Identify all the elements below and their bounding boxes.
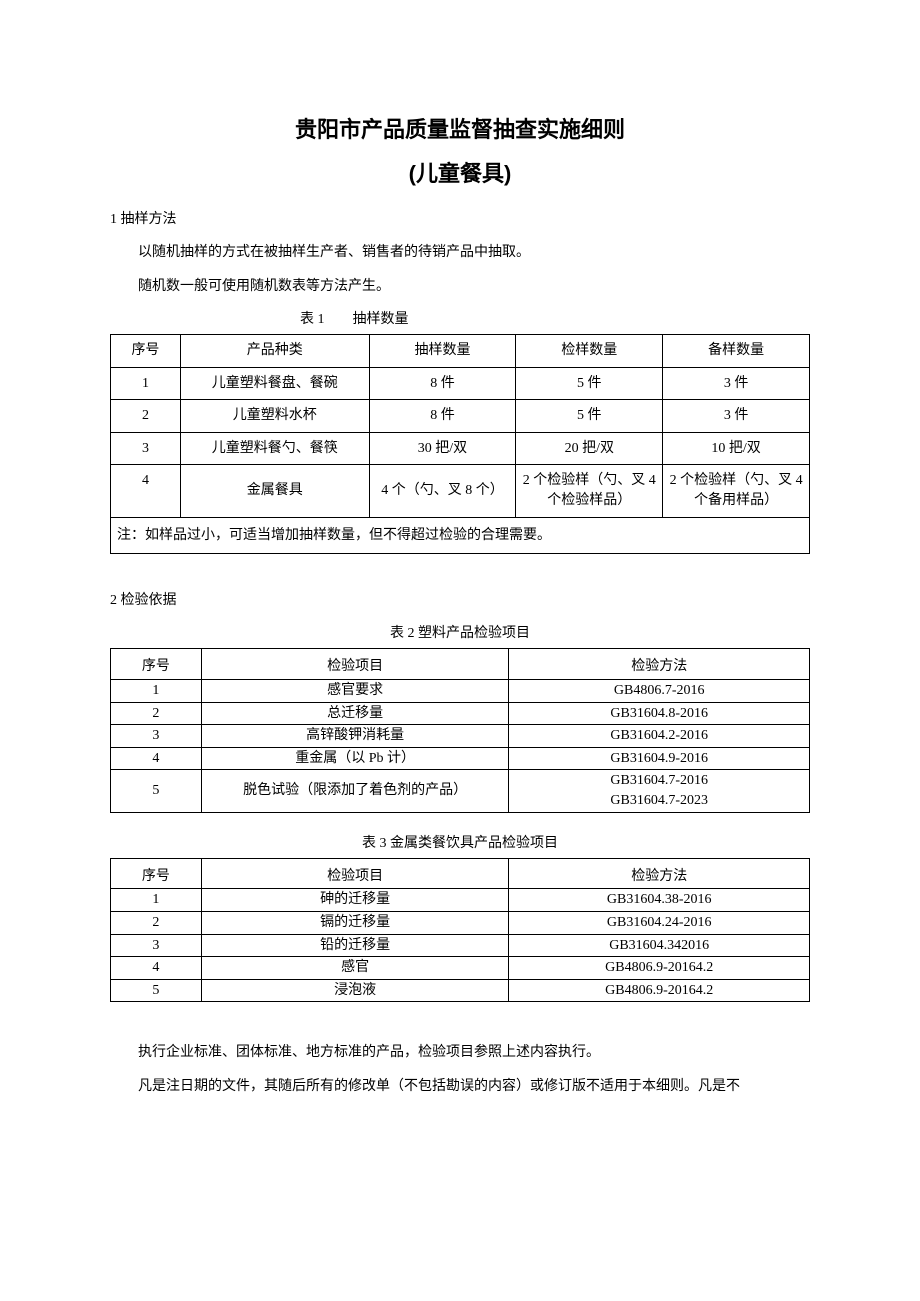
cell-test: 5 件 [516,400,663,433]
cell-method: GB31604.2-2016 [509,725,810,748]
cell-item: 重金属（以 Pb 计） [201,747,509,770]
cell-seq: 5 [111,979,202,1002]
cell-backup: 3 件 [663,400,810,433]
cell-seq: 4 [111,957,202,980]
cell-method: GB4806.9-20164.2 [509,979,810,1002]
table-header-seq: 序号 [111,649,202,680]
table-row: 5 脱色试验（限添加了着色剂的产品） GB31604.7-2016 GB3160… [111,770,810,812]
table-2-caption: 表 2 塑料产品检验项目 [110,621,810,646]
table-2-plastic-inspection: 序号 检验项目 检验方法 1 感官要求 GB4806.7-2016 2 总迁移量… [110,648,810,812]
table-3-metal-inspection: 序号 检验项目 检验方法 1 砷的迁移量 GB31604.38-2016 2 镉… [110,858,810,1003]
cell-method: GB4806.7-2016 [509,680,810,703]
cell-item: 镉的迁移量 [201,912,509,935]
table-1-caption: 表 1 抽样数量 [110,307,810,332]
table-row: 5 浸泡液 GB4806.9-20164.2 [111,979,810,1002]
cell-backup: 3 件 [663,367,810,400]
table-row: 1 儿童塑料餐盘、餐碗 8 件 5 件 3 件 [111,367,810,400]
cell-type: 儿童塑料水杯 [180,400,369,433]
table-row: 序号 产品种类 抽样数量 检样数量 备样数量 [111,334,810,367]
cell-seq: 4 [111,747,202,770]
table-header-seq: 序号 [111,858,202,889]
table-row: 4 重金属（以 Pb 计） GB31604.9-2016 [111,747,810,770]
table-row: 3 儿童塑料餐勺、餐筷 30 把/双 20 把/双 10 把/双 [111,432,810,465]
table-row: 2 总迁移量 GB31604.8-2016 [111,702,810,725]
cell-sample: 8 件 [369,367,516,400]
table-header-type: 产品种类 [180,334,369,367]
table-3-caption: 表 3 金属类餐饮具产品检验项目 [110,831,810,856]
cell-method: GB31604.24-2016 [509,912,810,935]
section-1-p2: 随机数一般可使用随机数表等方法产生。 [110,274,810,299]
cell-seq: 3 [111,432,181,465]
cell-item: 感官要求 [201,680,509,703]
cell-sample: 8 件 [369,400,516,433]
table-note-row: 注：如样品过小，可适当增加抽样数量，但不得超过检验的合理需要。 [111,517,810,554]
cell-method: GB4806.9-20164.2 [509,957,810,980]
cell-seq: 3 [111,934,202,957]
cell-seq: 2 [111,400,181,433]
cell-seq: 3 [111,725,202,748]
cell-type: 儿童塑料餐勺、餐筷 [180,432,369,465]
cell-test: 5 件 [516,367,663,400]
cell-seq: 5 [111,770,202,812]
cell-item: 高锌酸钾消耗量 [201,725,509,748]
section-1-p1: 以随机抽样的方式在被抽样生产者、销售者的待销产品中抽取。 [110,240,810,265]
cell-item: 总迁移量 [201,702,509,725]
table-row: 1 感官要求 GB4806.7-2016 [111,680,810,703]
cell-seq: 1 [111,680,202,703]
table-1-sampling-quantity: 序号 产品种类 抽样数量 检样数量 备样数量 1 儿童塑料餐盘、餐碗 8 件 5… [110,334,810,554]
table-header-method: 检验方法 [509,858,810,889]
cell-seq: 4 [111,465,181,517]
section-1-heading: 1 抽样方法 [110,207,810,232]
cell-sample: 30 把/双 [369,432,516,465]
table-row: 3 铅的迁移量 GB31604.342016 [111,934,810,957]
table-header-item: 检验项目 [201,649,509,680]
table-header-method: 检验方法 [509,649,810,680]
cell-seq: 2 [111,702,202,725]
table-row: 4 金属餐具 4 个（勺、叉 8 个） 2 个检验样（勺、叉 4 个检验样品） … [111,465,810,517]
table-row: 序号 检验项目 检验方法 [111,858,810,889]
cell-method: GB31604.7-2016 GB31604.7-2023 [509,770,810,812]
cell-item: 感官 [201,957,509,980]
document-title: 贵阳市产品质量监督抽查实施细则 [110,110,810,150]
table-row: 2 镉的迁移量 GB31604.24-2016 [111,912,810,935]
footer-p1: 执行企业标准、团体标准、地方标准的产品，检验项目参照上述内容执行。 [110,1040,810,1065]
cell-method: GB31604.8-2016 [509,702,810,725]
cell-item: 浸泡液 [201,979,509,1002]
section-2-heading: 2 检验依据 [110,588,810,613]
footer-p2: 凡是注日期的文件，其随后所有的修改单（不包括勘误的内容）或修订版不适用于本细则。… [110,1074,810,1099]
cell-item: 砷的迁移量 [201,889,509,912]
table-header-seq: 序号 [111,334,181,367]
cell-seq: 1 [111,889,202,912]
table-row: 1 砷的迁移量 GB31604.38-2016 [111,889,810,912]
document-subtitle: (儿童餐具) [110,154,810,194]
cell-type: 儿童塑料餐盘、餐碗 [180,367,369,400]
cell-test: 2 个检验样（勺、叉 4 个检验样品） [516,465,663,517]
cell-method: GB31604.342016 [509,934,810,957]
table-row: 4 感官 GB4806.9-20164.2 [111,957,810,980]
cell-type: 金属餐具 [180,465,369,517]
cell-item: 铅的迁移量 [201,934,509,957]
cell-method: GB31604.38-2016 [509,889,810,912]
cell-sample: 4 个（勺、叉 8 个） [369,465,516,517]
table-header-test: 检样数量 [516,334,663,367]
cell-backup: 10 把/双 [663,432,810,465]
cell-item: 脱色试验（限添加了着色剂的产品） [201,770,509,812]
table-header-sample: 抽样数量 [369,334,516,367]
cell-test: 20 把/双 [516,432,663,465]
cell-seq: 2 [111,912,202,935]
table-row: 3 高锌酸钾消耗量 GB31604.2-2016 [111,725,810,748]
table-header-item: 检验项目 [201,858,509,889]
table-note: 注：如样品过小，可适当增加抽样数量，但不得超过检验的合理需要。 [111,517,810,554]
table-row: 序号 检验项目 检验方法 [111,649,810,680]
table-header-backup: 备样数量 [663,334,810,367]
table-row: 2 儿童塑料水杯 8 件 5 件 3 件 [111,400,810,433]
cell-backup: 2 个检验样（勺、叉 4 个备用样品） [663,465,810,517]
cell-seq: 1 [111,367,181,400]
cell-method: GB31604.9-2016 [509,747,810,770]
